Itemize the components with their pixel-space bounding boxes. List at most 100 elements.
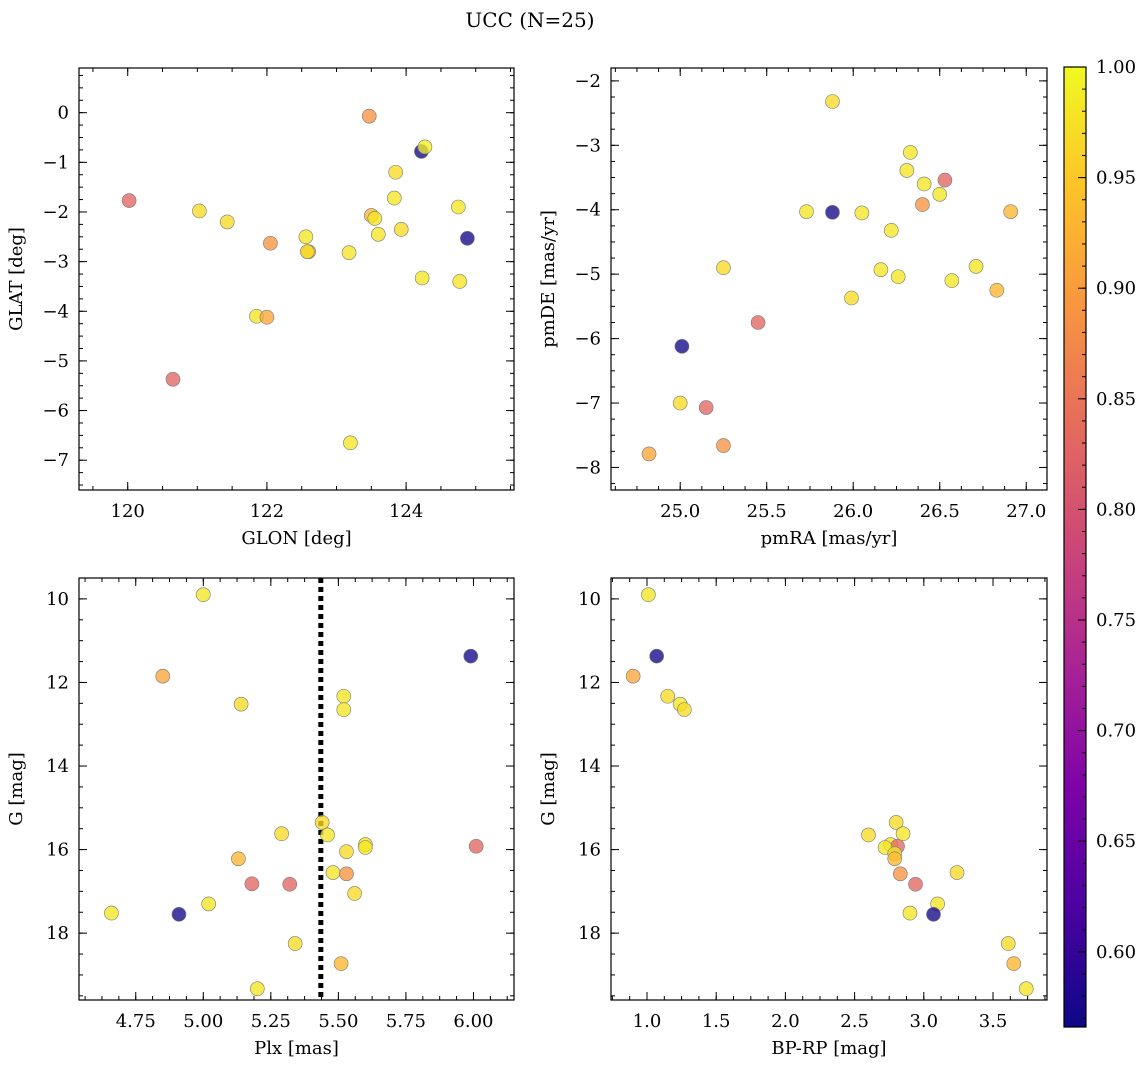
scatter-point: [903, 145, 918, 160]
y-tick-label: −2: [42, 202, 69, 223]
scatter-point: [677, 702, 692, 717]
x-tick-label: 2.5: [840, 1011, 869, 1032]
y-tick-label: 14: [578, 756, 601, 777]
scatter-point: [358, 840, 373, 855]
scatter-point: [908, 876, 923, 892]
scatter-point: [451, 199, 466, 215]
colorbar-frame: [1063, 66, 1087, 1028]
scatter-point: [104, 905, 119, 921]
scatter-point: [336, 688, 352, 704]
x-tick-label: 5.75: [386, 1011, 426, 1032]
y-tick-label: −4: [574, 200, 601, 221]
x-tick-label: 26.0: [833, 501, 873, 522]
x-tick-label: 3.0: [909, 1011, 938, 1032]
axes-frame: [610, 67, 1048, 491]
y-tick-label: −1: [42, 152, 69, 173]
y-tick-label: −6: [574, 329, 601, 350]
scatter-point: [343, 435, 358, 451]
scatter-point: [698, 400, 714, 415]
scatter-point: [121, 193, 137, 208]
scatter-point: [892, 866, 908, 882]
panel-glon-glat: 120 122 124 0 −1 −2 −3 −4 −5 −6 −7 GLON [deg] GLAT […: [6, 67, 515, 549]
scatter-point: [165, 371, 181, 387]
scatter-point: [388, 164, 403, 180]
y-tick-label: 18: [46, 923, 69, 944]
axes-frame: [610, 577, 1048, 1001]
scatter-point: [195, 587, 211, 603]
scatter-point: [274, 826, 289, 842]
scatter-point: [888, 815, 904, 830]
y-axis-label: pmDE [mas/yr]: [538, 210, 559, 348]
scatter-point: [916, 176, 932, 192]
axis-ticks: [611, 577, 1047, 1000]
scatter-point: [282, 876, 298, 892]
scatter-point: [1018, 981, 1034, 997]
scatter-point: [1003, 204, 1018, 219]
scatter-point: [393, 222, 409, 237]
scatter-point: [989, 282, 1005, 298]
x-tick-label: 122: [250, 501, 284, 522]
scatter-points: [104, 587, 484, 997]
scatter-point: [660, 688, 676, 704]
scatter-point: [887, 851, 903, 867]
x-tick-label: 2.0: [771, 1011, 800, 1032]
x-axis-label: pmRA [mas/yr]: [761, 528, 898, 549]
scatter-point: [468, 838, 484, 854]
y-tick-label: 0: [58, 103, 69, 124]
colorbar-tick-label: 0.70: [1096, 721, 1136, 742]
scatter-point: [155, 668, 171, 684]
scatter-point: [825, 94, 840, 109]
panel-pmra-pmde: 25.0 25.5 26.0 26.5 27.0 −2 −3 −4 −5 −6 −7 −8 pmRA […: [538, 67, 1048, 549]
colorbar-tick-label: 0.80: [1096, 499, 1136, 520]
scatter-point: [641, 446, 657, 462]
y-tick-label: 12: [578, 672, 601, 693]
y-tick-label: −6: [42, 401, 69, 422]
scatter-point: [716, 260, 731, 276]
scatter-point: [1000, 936, 1016, 951]
x-tick-label: 26.5: [920, 501, 960, 522]
scatter-point: [347, 886, 362, 901]
scatter-point: [915, 197, 930, 212]
y-tick-label: 16: [46, 840, 69, 861]
axes-frame: [78, 577, 515, 1001]
colorbar-tick-label: 0.75: [1096, 610, 1136, 631]
scatter-point: [873, 262, 889, 277]
scatter-point: [944, 273, 960, 288]
colorbar-tick-label: 1.00: [1096, 57, 1136, 78]
y-tick-label: −2: [574, 71, 601, 92]
colorbar-ticks: 0.60 0.65 0.70 0.75 0.80 0.85 0.90 0.95 1.00: [1078, 57, 1136, 1019]
scatter-point: [299, 244, 315, 259]
scatter-point: [825, 205, 840, 220]
scatter-point: [417, 139, 433, 155]
scatter-points: [641, 94, 1018, 462]
figure-title: UCC (N=25): [465, 8, 594, 32]
scatter-point: [370, 227, 386, 242]
scatter-point: [250, 981, 265, 997]
x-axis-label: Plx [mas]: [254, 1038, 339, 1059]
x-tick-label: 124: [389, 501, 423, 522]
colorbar-tick-label: 0.60: [1096, 942, 1136, 963]
axis-ticks: [79, 577, 514, 1000]
scatter-point: [414, 270, 430, 286]
x-tick-label: 25.0: [660, 501, 700, 522]
scatter-point: [361, 108, 377, 124]
scatter-point: [949, 865, 965, 880]
scatter-point: [219, 214, 235, 230]
scatter-point: [171, 907, 187, 922]
scatter-point: [263, 235, 278, 251]
scatter-point: [386, 190, 402, 206]
scatter-point: [968, 259, 984, 274]
scatter-point: [201, 896, 216, 912]
scatter-point: [314, 815, 330, 830]
scatter-point: [1006, 956, 1022, 971]
y-axis-label: G [mag]: [538, 752, 559, 825]
colorbar-gradient: [1064, 67, 1086, 1027]
y-axis-label: GLAT [deg]: [6, 227, 27, 331]
scatter-point: [298, 229, 314, 245]
y-tick-label: 18: [578, 923, 601, 944]
scatter-point: [799, 204, 814, 219]
scatter-point: [932, 186, 948, 202]
x-tick-label: 1.5: [702, 1011, 731, 1032]
scatter-point: [926, 907, 941, 922]
colorbar-tick-label: 0.85: [1096, 389, 1136, 410]
